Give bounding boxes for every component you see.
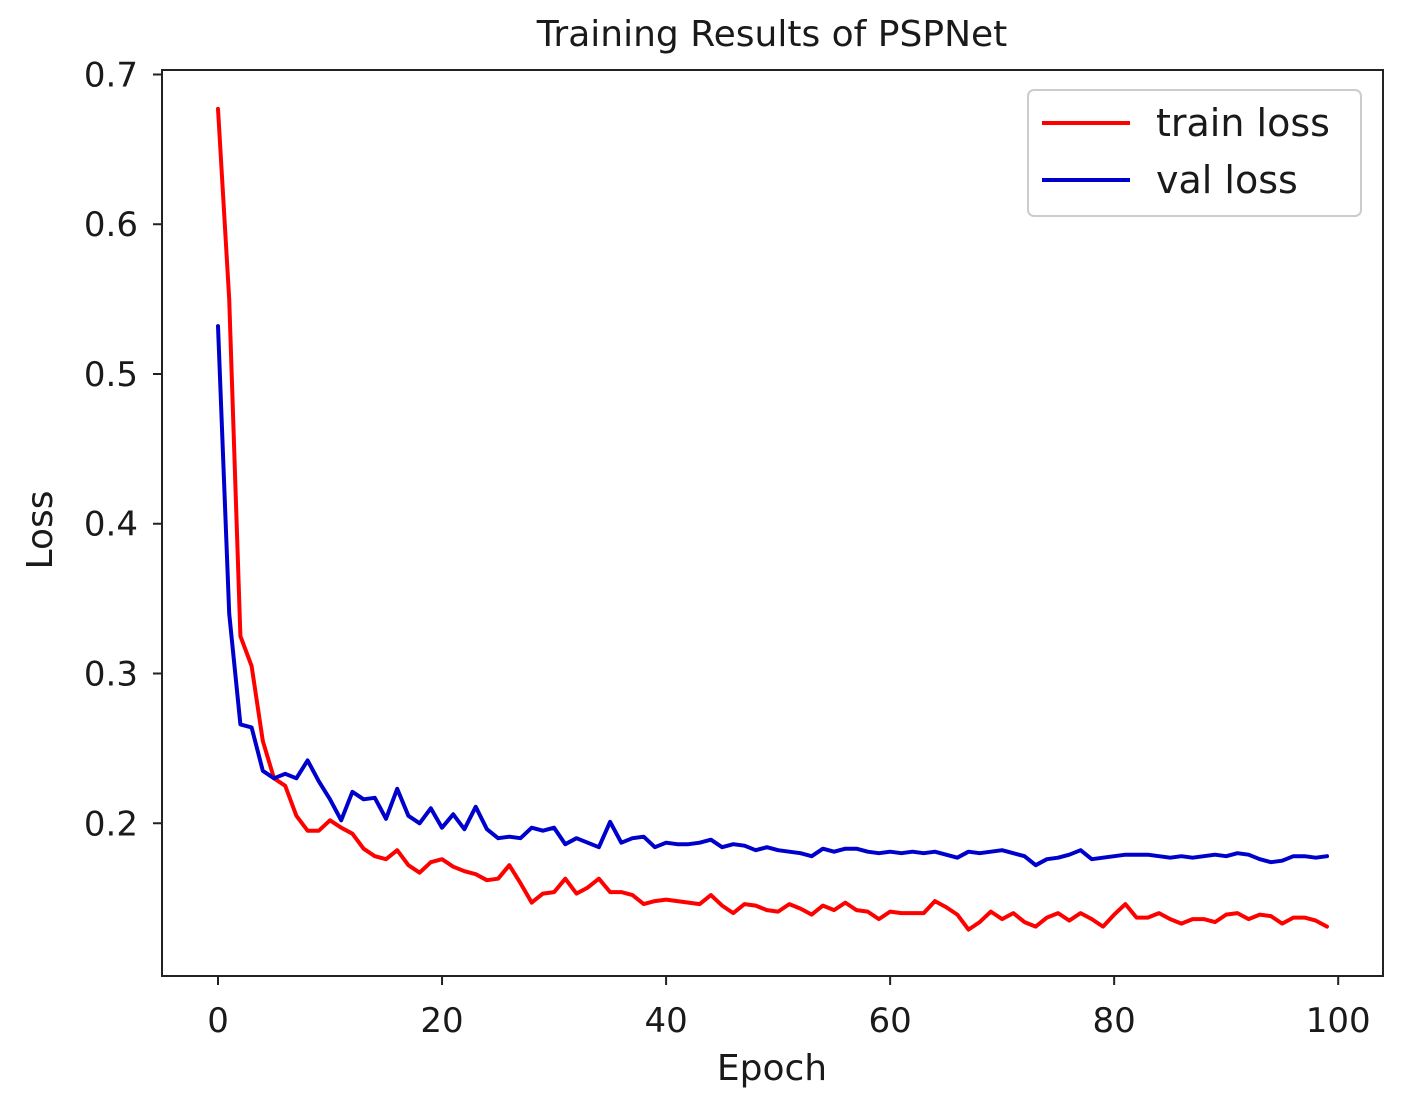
series-line-train-loss	[216, 106, 1329, 932]
chart-title: Training Results of PSPNet	[536, 14, 1008, 55]
y-axis-label: Loss	[20, 491, 61, 570]
y-tick-label: 0.3	[84, 655, 138, 695]
series-layer	[216, 106, 1329, 932]
x-tick-label: 100	[1306, 1001, 1371, 1041]
y-tick-label: 0.4	[84, 505, 138, 545]
y-tick-label: 0.2	[84, 804, 138, 844]
x-axis: 0 20 40 60 80 100	[207, 976, 1371, 1041]
legend-label-train-loss: train loss	[1156, 101, 1330, 145]
x-tick-label: 0	[207, 1001, 229, 1041]
series-line-val-loss	[216, 324, 1329, 868]
legend-label-val-loss: val loss	[1156, 158, 1298, 202]
x-tick-label: 60	[868, 1001, 911, 1041]
legend: train loss val loss	[1027, 89, 1362, 217]
x-tick-label: 80	[1093, 1001, 1136, 1041]
x-tick-label: 40	[644, 1001, 687, 1041]
y-axis: 0.2 0.3 0.4 0.5 0.6 0.7	[84, 55, 162, 844]
x-axis-label: Epoch	[717, 1048, 827, 1089]
y-tick-label: 0.6	[84, 205, 138, 245]
x-tick-label: 20	[420, 1001, 463, 1041]
y-tick-label: 0.7	[84, 55, 138, 95]
y-tick-label: 0.5	[84, 355, 138, 395]
